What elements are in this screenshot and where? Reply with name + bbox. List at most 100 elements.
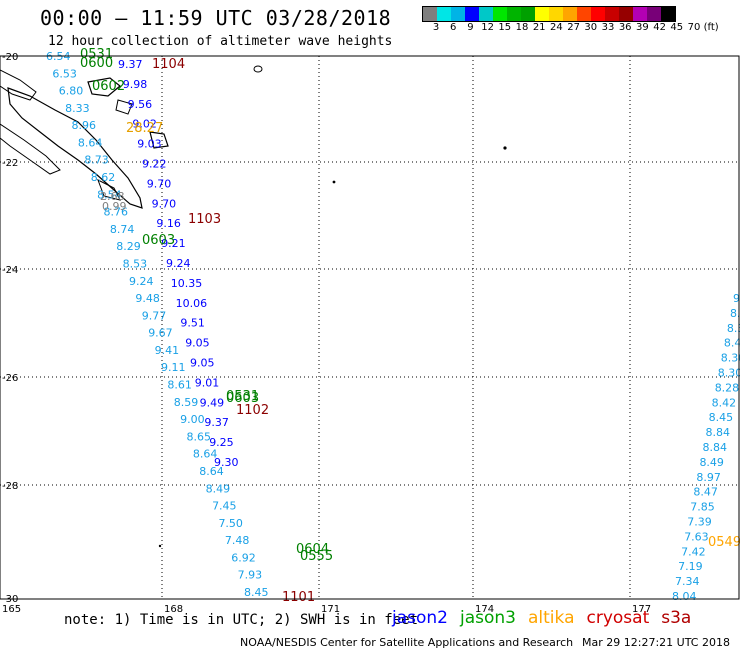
wave-height-value: 8.84: [706, 426, 731, 439]
wave-height-value: 9.11: [161, 361, 186, 374]
wave-height-value: 0.99: [102, 200, 127, 213]
time-label: 0600: [80, 56, 113, 71]
colorbar-swatch: [605, 7, 619, 21]
time-label: 0549: [708, 535, 740, 550]
wave-height-value: 9.67: [148, 327, 173, 340]
wave-height-value: 9.03: [137, 138, 162, 151]
wave-height-value: 8.64: [193, 448, 218, 461]
colorbar-swatch: [563, 7, 577, 21]
colorbar-swatch: [521, 7, 535, 21]
wave-height-value: 8.45: [244, 586, 269, 599]
page-title: 00:00 – 11:59 UTC 03/28/2018: [40, 6, 392, 30]
wave-height-value: 9.77: [142, 309, 167, 322]
wave-height-value: 9.98: [123, 78, 148, 91]
wave-height-value: 8.49: [724, 337, 740, 350]
wave-height-value: 8.49: [206, 482, 231, 495]
colorbar-tick: 36: [618, 22, 632, 33]
colorbar-swatch: [577, 7, 591, 21]
wave-height-value: 8.42: [712, 396, 737, 409]
lon-label: 165: [2, 604, 21, 615]
satellite-legend: jason2 jason3 altika cryosat s3a: [392, 608, 703, 628]
colorbar-tick: 70: [687, 22, 701, 33]
wave-height-value: 8.84: [703, 441, 728, 454]
credit-text: NOAA/NESDIS Center for Satellite Applica…: [240, 636, 574, 649]
colorbar-swatch: [423, 7, 437, 21]
wave-height-value: 8.62: [91, 171, 116, 184]
time-label: 0531: [80, 47, 113, 62]
wave-height-value: 8.3: [727, 322, 740, 335]
lat-label: -24: [2, 265, 18, 276]
note-text: note: 1) Time is in UTC; 2) SWH is in fe…: [64, 612, 419, 628]
wave-height-value: 8.65: [187, 430, 212, 443]
lat-label: -20: [2, 52, 18, 63]
wave-height-value: 9.05: [185, 337, 210, 350]
wave-height-value: 8.59: [174, 396, 199, 409]
wave-height-value: 8.30: [721, 352, 740, 365]
wave-height-value: 8.49: [699, 456, 724, 469]
satellite-legend-item: s3a: [661, 608, 692, 628]
colorbar-swatch: [535, 7, 549, 21]
wave-height-value: 8.97: [696, 471, 721, 484]
colorbar-tick: 27: [567, 22, 580, 33]
lon-label: 171: [321, 604, 340, 615]
wave-height-value: 9.24: [166, 257, 191, 270]
time-label: 0603: [142, 233, 175, 248]
timestamp: Mar 29 12:27:21 UTC 2018: [582, 636, 730, 649]
colorbar-tick: 24: [550, 22, 563, 33]
wave-height-value: 7.85: [690, 501, 715, 514]
colorbar-tick: 39: [636, 22, 649, 33]
wave-height-value: 7.63: [684, 530, 709, 543]
wave-height-value: 7.42: [681, 545, 706, 558]
wave-height-value: 6.92: [231, 551, 256, 564]
wave-height-value: 9.21: [161, 237, 186, 250]
wave-height-value: 7.45: [212, 500, 237, 513]
lon-label: 168: [164, 604, 183, 615]
credit-line: NOAA/NESDIS Center for Satellite Applica…: [240, 636, 730, 649]
colorbar-swatch: [465, 7, 479, 21]
colorbar-tick: 3: [432, 22, 440, 33]
lat-label: -22: [2, 158, 18, 169]
wave-height-value: 8.96: [72, 119, 97, 132]
colorbar-tick: 21: [532, 22, 546, 33]
colorbar-tick: 9: [467, 22, 474, 33]
wave-height-value: 8.47: [693, 486, 718, 499]
wave-height-value: 9.37: [118, 58, 143, 71]
satellite-legend-item: altika: [528, 608, 575, 628]
wave-height-value: 8.64: [199, 465, 224, 478]
wave-height-value: 8.28: [715, 381, 740, 394]
wave-height-value: 2.68: [100, 190, 125, 203]
time-label: 0531: [226, 389, 259, 404]
colorbar-swatch: [661, 7, 675, 21]
wave-height-value: 9.51: [180, 317, 205, 330]
wave-height-value: 8.64: [78, 136, 103, 149]
wave-height-value: 9.70: [147, 177, 172, 190]
wave-height-value: 8.9: [730, 307, 740, 320]
wave-height-value: 7.93: [238, 569, 263, 582]
wave-height-value: 9.25: [209, 436, 234, 449]
wave-height-value: 9.48: [135, 292, 160, 305]
wave-height-value: 9.30: [214, 456, 239, 469]
wave-height-value: 8.73: [84, 154, 109, 167]
wave-height-value: 9: [733, 292, 740, 305]
time-label: 0603: [226, 391, 259, 406]
wave-height-value: 9.56: [128, 98, 153, 111]
wave-height-value: 9.24: [129, 275, 154, 288]
time-label: 1103: [188, 212, 221, 227]
lat-label: -26: [2, 373, 18, 384]
wave-height-value: 10.35: [171, 277, 203, 290]
time-label: 1102: [236, 403, 269, 418]
colorbar-swatch: [549, 7, 563, 21]
time-label: 28.27: [126, 121, 163, 136]
wave-height-value: 7.48: [225, 534, 250, 547]
colorbar-tick: 30: [584, 22, 598, 33]
wave-height-value: 9.37: [204, 416, 229, 429]
colorbar-tick: 6: [450, 22, 457, 33]
colorbar-ticks: 3 6 9 12 15 18 21 24 27 30 33 36 39 42 45 70 (ft): [422, 22, 732, 34]
wave-height-value: 8.30: [718, 367, 740, 380]
wave-height-value: 9.05: [190, 357, 215, 370]
colorbar-swatch: [633, 7, 647, 21]
wave-height-tracks: 9.37 9.98 9.56 9.02 9.03 9.22 9.70 9.70 9.16 9.21…: [46, 50, 740, 603]
colorbar-swatch: [493, 7, 507, 21]
